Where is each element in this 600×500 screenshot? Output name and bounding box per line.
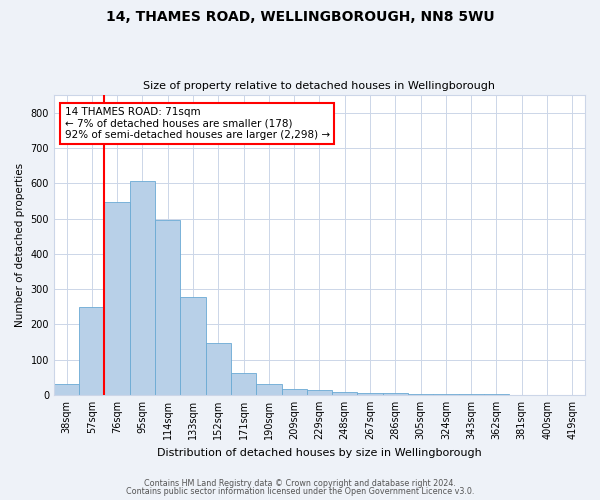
Title: Size of property relative to detached houses in Wellingborough: Size of property relative to detached ho… [143, 82, 496, 92]
Bar [54, 384, 79, 395]
Bar [231, 373, 256, 395]
Bar [281, 388, 307, 395]
Bar [358, 393, 383, 395]
Bar [206, 343, 231, 395]
Bar [332, 392, 358, 395]
Text: 14 THAMES ROAD: 71sqm
← 7% of detached houses are smaller (178)
92% of semi-deta: 14 THAMES ROAD: 71sqm ← 7% of detached h… [65, 107, 329, 140]
Bar [458, 394, 484, 395]
Bar [155, 220, 181, 395]
Bar [79, 308, 104, 395]
Bar [181, 297, 206, 395]
Bar [256, 384, 281, 395]
Bar [130, 182, 155, 395]
Bar [408, 394, 433, 395]
Text: Contains public sector information licensed under the Open Government Licence v3: Contains public sector information licen… [126, 487, 474, 496]
X-axis label: Distribution of detached houses by size in Wellingborough: Distribution of detached houses by size … [157, 448, 482, 458]
Text: 14, THAMES ROAD, WELLINGBOROUGH, NN8 5WU: 14, THAMES ROAD, WELLINGBOROUGH, NN8 5WU [106, 10, 494, 24]
Bar [433, 394, 458, 395]
Bar [307, 390, 332, 395]
Bar [383, 393, 408, 395]
Text: Contains HM Land Registry data © Crown copyright and database right 2024.: Contains HM Land Registry data © Crown c… [144, 478, 456, 488]
Bar [484, 394, 509, 395]
Bar [104, 202, 130, 395]
Y-axis label: Number of detached properties: Number of detached properties [15, 163, 25, 327]
